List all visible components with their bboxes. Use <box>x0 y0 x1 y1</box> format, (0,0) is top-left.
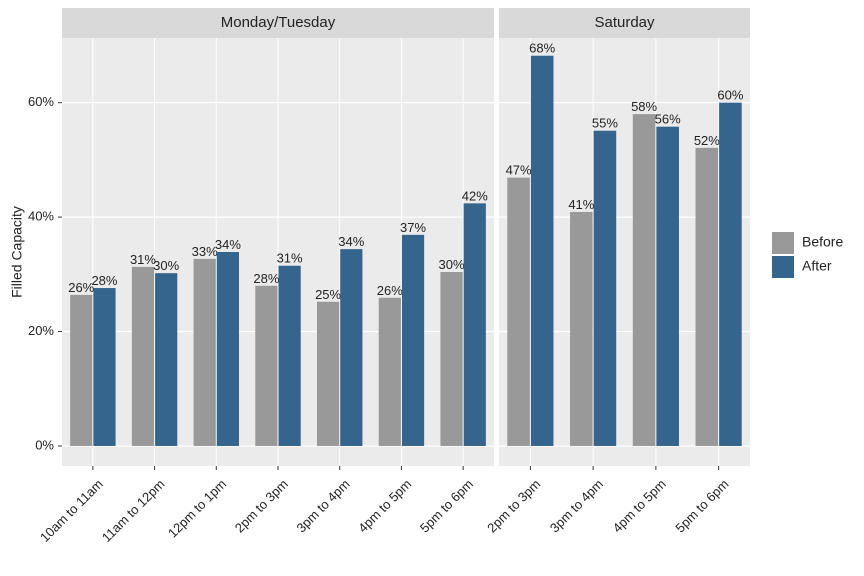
bar <box>507 177 530 446</box>
x-tick-label: 5pm to 6pm <box>672 476 731 535</box>
legend-label: After <box>802 258 832 274</box>
legend-key <box>772 232 794 254</box>
value-label: 26% <box>68 280 94 295</box>
value-label: 52% <box>694 133 720 148</box>
value-label: 47% <box>506 163 532 178</box>
y-tick-label: 40% <box>28 209 54 224</box>
x-tick-label: 3pm to 4pm <box>547 476 606 535</box>
value-label: 28% <box>91 273 117 288</box>
value-label: 42% <box>462 188 488 203</box>
value-label: 41% <box>568 197 594 212</box>
value-label: 31% <box>277 251 303 266</box>
bar <box>632 114 656 446</box>
bar <box>530 55 554 446</box>
bar <box>93 288 116 446</box>
bar <box>193 258 216 446</box>
legend-key <box>772 256 794 278</box>
facet-title: Saturday <box>594 14 655 31</box>
value-label: 28% <box>253 271 279 286</box>
value-label: 37% <box>400 220 426 235</box>
bar <box>340 249 363 446</box>
bar <box>656 126 679 446</box>
bar <box>216 252 240 446</box>
bar <box>255 285 278 446</box>
value-label: 58% <box>631 99 657 114</box>
value-label: 34% <box>338 234 364 249</box>
bar <box>378 297 401 446</box>
bar <box>463 203 486 446</box>
x-tick-label: 5pm to 6pm <box>417 476 476 535</box>
bar <box>593 130 617 446</box>
value-label: 56% <box>655 112 681 127</box>
value-label: 68% <box>529 41 555 56</box>
value-label: 30% <box>153 258 179 273</box>
value-label: 33% <box>192 244 218 259</box>
value-label: 26% <box>377 283 403 298</box>
x-tick-label: 2pm to 3pm <box>484 476 543 535</box>
strip <box>62 8 494 38</box>
value-label: 30% <box>439 257 465 272</box>
y-tick-label: 20% <box>28 323 54 338</box>
bar <box>570 211 593 446</box>
bar <box>155 273 178 446</box>
y-axis-label: Filled Capacity <box>9 206 25 298</box>
value-label: 55% <box>592 116 618 131</box>
bar <box>401 234 425 446</box>
x-tick-label: 11am to 12pm <box>99 476 168 545</box>
value-label: 25% <box>315 287 341 302</box>
bar <box>278 265 301 446</box>
x-tick-label: 12pm to 1pm <box>165 476 229 540</box>
x-tick-label: 10am to 11am <box>37 476 106 545</box>
value-label: 60% <box>717 88 743 103</box>
facet-title: Monday/Tuesday <box>221 14 336 31</box>
x-tick-label: 4pm to 5pm <box>610 476 669 535</box>
x-tick-label: 2pm to 3pm <box>232 476 291 535</box>
value-label: 34% <box>215 237 241 252</box>
bar <box>131 266 155 446</box>
y-tick-label: 0% <box>35 437 54 452</box>
legend-label: Before <box>802 234 843 250</box>
x-tick-label: 4pm to 5pm <box>355 476 414 535</box>
bar <box>70 294 93 446</box>
bar <box>440 272 463 446</box>
bar <box>719 102 742 446</box>
strip <box>499 8 750 38</box>
x-tick-label: 3pm to 4pm <box>293 476 352 535</box>
bar <box>316 301 340 446</box>
bar <box>695 147 719 446</box>
y-tick-label: 60% <box>28 94 54 109</box>
value-label: 31% <box>130 252 156 267</box>
